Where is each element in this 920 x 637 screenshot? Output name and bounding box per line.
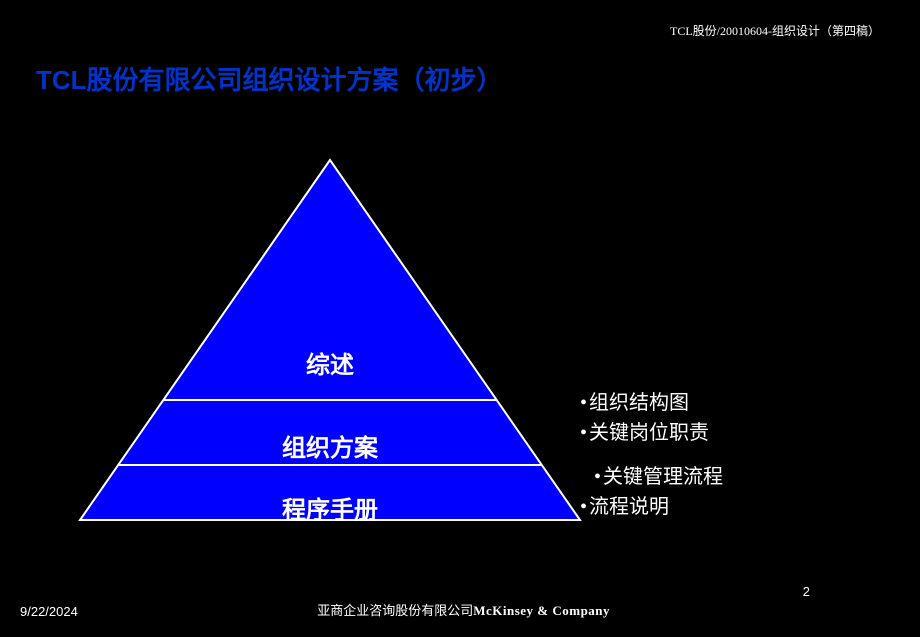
doc-id-header: TCL股份/20010604-组织设计（第四稿） (670, 22, 880, 39)
side-bullets-group-1: 组织结构图 关键岗位职责 (580, 388, 709, 448)
pyramid-svg (70, 150, 590, 530)
bullet-item: 流程说明 (580, 492, 723, 522)
side-bullets-group-2: 关键管理流程 流程说明 (580, 462, 723, 522)
bullet-item: 关键岗位职责 (580, 418, 709, 448)
footer-center-text: 亚商企业咨询股份有限公司 (317, 603, 473, 618)
pyramid-tier-1-label: 综述 (70, 345, 590, 380)
pyramid-tier-3-label: 程序手册 (70, 490, 590, 525)
bullet-item: 关键管理流程 (594, 462, 723, 492)
pyramid-tier-2-label: 组织方案 (70, 428, 590, 463)
pyramid-diagram: 综述 组织方案 程序手册 (70, 150, 590, 530)
footer-brand: McKinsey & Company (473, 603, 610, 618)
page-title: TCL股份有限公司组织设计方案（初步） (36, 60, 503, 97)
bullet-item: 组织结构图 (580, 388, 709, 418)
page-number: 2 (803, 584, 810, 599)
footer-center: 亚商企业咨询股份有限公司McKinsey & Company (0, 585, 920, 619)
